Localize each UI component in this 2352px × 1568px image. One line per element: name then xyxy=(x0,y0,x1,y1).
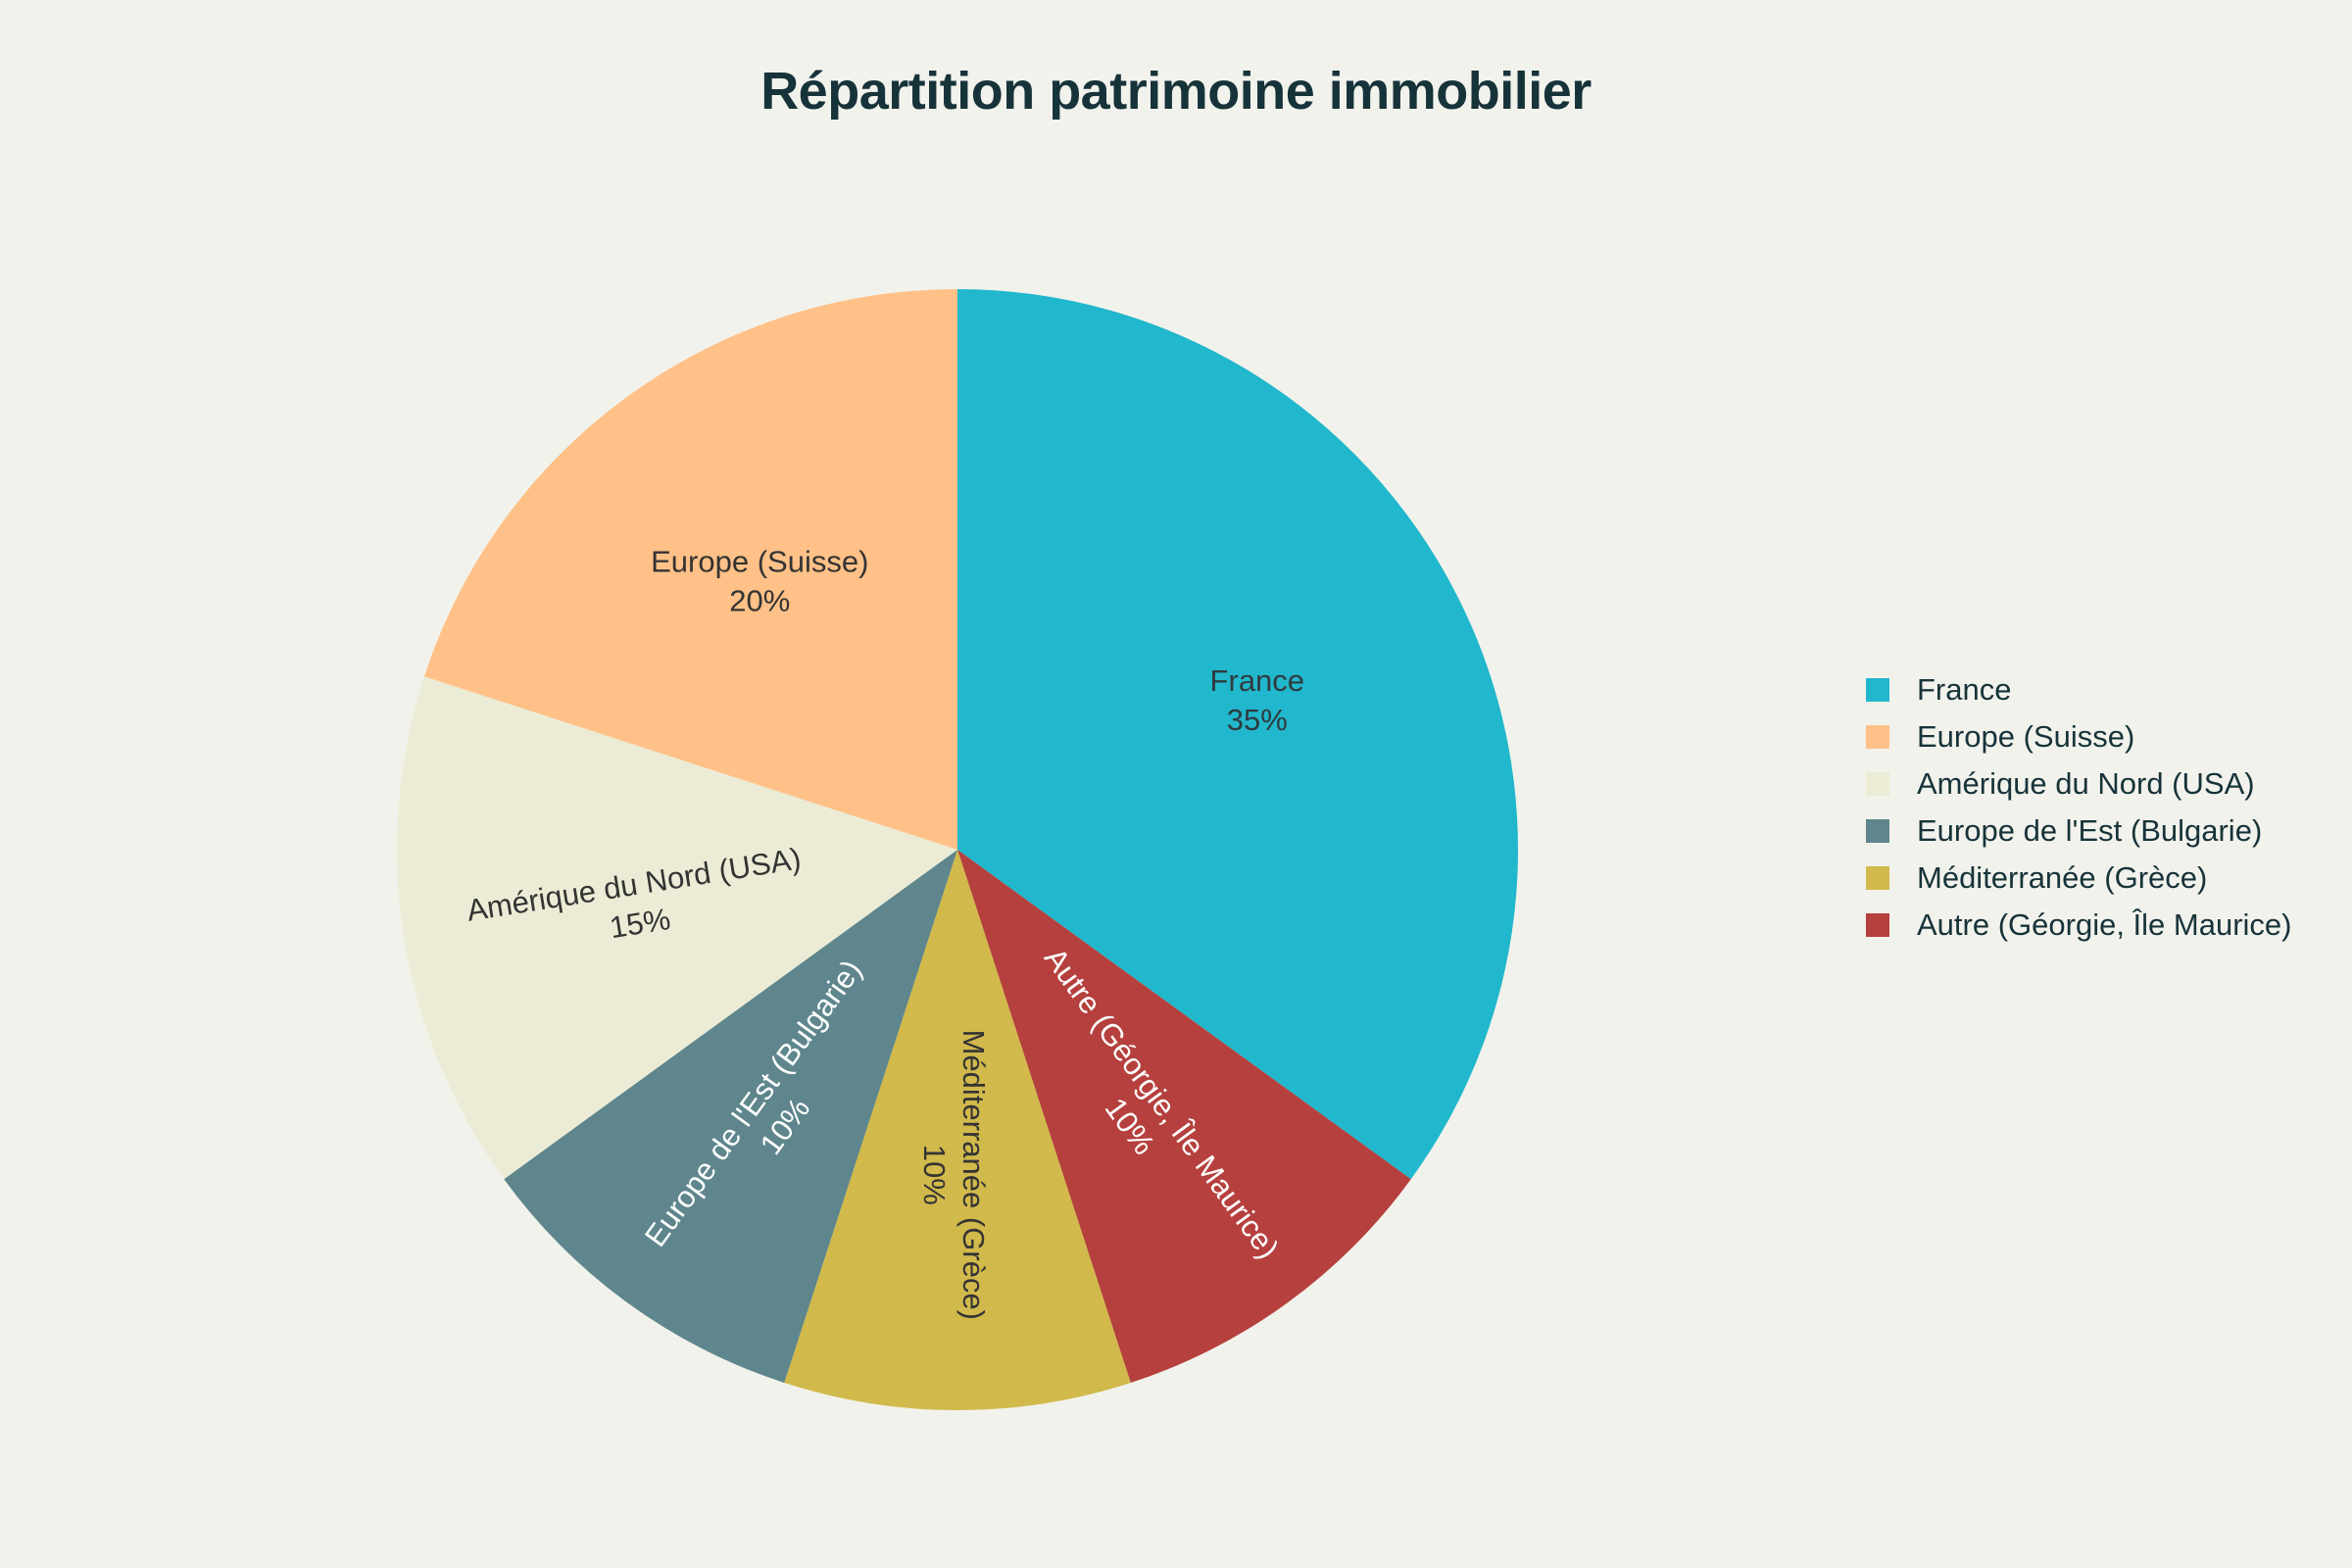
legend-label: Amérique du Nord (USA) xyxy=(1917,766,2255,801)
pie-slice-europe-de-l-est-bulgarie xyxy=(504,850,957,1384)
legend-item-autre-georgie-ile-maurice[interactable]: Autre (Géorgie, Île Maurice) xyxy=(1866,902,2291,949)
pie-slice-france xyxy=(957,289,1518,1180)
legend-swatch xyxy=(1866,913,1889,937)
legend-label: Méditerranée (Grèce) xyxy=(1917,860,2208,895)
slice-name: Méditerranée (Grèce) xyxy=(956,1030,991,1320)
legend-item-france[interactable]: France xyxy=(1866,666,2291,713)
slice-name: Europe (Suisse) xyxy=(651,544,868,578)
legend-label: Europe (Suisse) xyxy=(1917,719,2135,754)
slice-percent: 20% xyxy=(729,583,790,617)
pie-slice-amerique-du-nord-usa xyxy=(396,676,957,1180)
pie-slice-mediterranee-grece xyxy=(784,850,1131,1410)
slice-name: France xyxy=(1210,663,1304,698)
slice-label-europe-suisse: Europe (Suisse) 20% xyxy=(651,544,868,617)
legend-label: Europe de l'Est (Bulgarie) xyxy=(1917,813,2263,848)
legend-swatch xyxy=(1866,819,1889,843)
legend-label: Autre (Géorgie, Île Maurice) xyxy=(1917,907,2292,942)
slice-label-france: France 35% xyxy=(1210,663,1304,737)
slice-percent: 35% xyxy=(1227,703,1288,737)
pie-slice-europe-suisse xyxy=(423,289,957,850)
legend-swatch xyxy=(1866,678,1889,702)
pie-slice-autre-georgie-ile-maurice xyxy=(957,850,1411,1384)
slice-percent: 10% xyxy=(917,1145,952,1205)
legend-item-europe-suisse[interactable]: Europe (Suisse) xyxy=(1866,713,2291,760)
chart-title: Répartition patrimoine immobilier xyxy=(760,62,1592,121)
legend-item-mediterranee-grece[interactable]: Méditerranée (Grèce) xyxy=(1866,855,2291,902)
legend: France Europe (Suisse) Amérique du Nord (U… xyxy=(1866,666,2291,949)
legend-swatch xyxy=(1866,866,1889,890)
legend-swatch xyxy=(1866,772,1889,796)
legend-item-europe-de-l-est-bulgarie[interactable]: Europe de l'Est (Bulgarie) xyxy=(1866,808,2291,855)
legend-item-amerique-du-nord-usa[interactable]: Amérique du Nord (USA) xyxy=(1866,760,2291,808)
legend-label: France xyxy=(1917,672,2012,707)
legend-swatch xyxy=(1866,725,1889,749)
slice-label-mediterranee-grece: Méditerranée (Grèce)10% xyxy=(917,1030,991,1320)
